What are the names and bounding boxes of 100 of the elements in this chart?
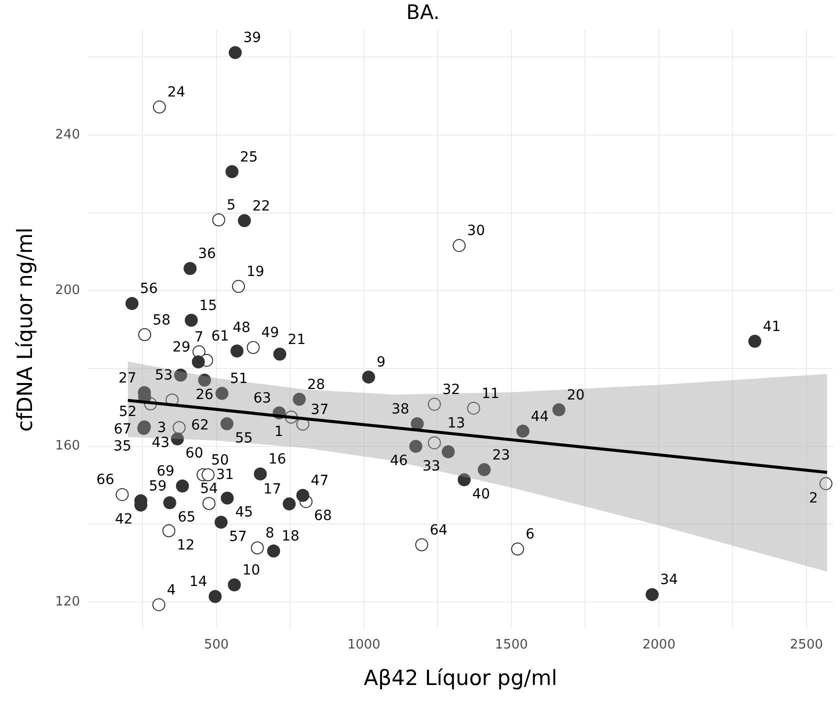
point [442, 445, 455, 458]
annotation: 42 [115, 512, 133, 528]
point [282, 497, 296, 510]
y-axis-title: cfDNA Líquor ng/ml [13, 228, 38, 432]
point [176, 480, 189, 493]
annotation: 31 [216, 466, 234, 483]
annotation: 29 [172, 340, 190, 356]
point [220, 492, 234, 505]
point [152, 100, 166, 114]
point [228, 46, 242, 60]
point [409, 440, 422, 453]
x-tick-label: 2500 [790, 637, 823, 652]
point [273, 348, 286, 361]
point [202, 497, 216, 510]
annotation: 61 [211, 328, 230, 345]
point [478, 463, 491, 476]
annotation: 45 [235, 504, 254, 521]
point [428, 436, 441, 450]
annotation: 36 [198, 246, 216, 262]
annotation: 53 [154, 367, 173, 384]
point [552, 403, 566, 416]
point [184, 262, 197, 276]
annotation: 28 [307, 376, 326, 393]
annotation: 48 [232, 320, 250, 336]
annotation: 67 [114, 422, 132, 438]
point [162, 524, 176, 538]
point [458, 473, 471, 486]
annotation: 1 [274, 424, 284, 440]
annotation: 58 [152, 312, 170, 328]
annotation: 5 [226, 198, 236, 214]
annotation: 68 [314, 508, 332, 524]
annotation: 62 [191, 418, 209, 434]
point [172, 421, 186, 434]
point [116, 488, 129, 502]
x-tick-label: 1000 [347, 637, 380, 652]
annotation: 51 [230, 371, 248, 388]
point [228, 578, 241, 592]
point [202, 468, 215, 482]
point [748, 334, 762, 348]
annotation: 32 [442, 382, 460, 398]
annotation: 54 [200, 481, 218, 498]
point [214, 516, 228, 529]
annotation: 19 [246, 264, 264, 280]
annotation: 35 [114, 438, 132, 455]
annotation: 24 [167, 84, 186, 101]
point [220, 417, 234, 430]
point [819, 477, 832, 490]
annotation: 27 [118, 370, 136, 386]
y-tick-label: 160 [55, 438, 80, 454]
point [230, 344, 244, 358]
y-tick-label: 240 [55, 127, 80, 142]
point [250, 541, 264, 554]
annotation: 9 [376, 354, 386, 371]
point [163, 496, 176, 510]
point [208, 590, 222, 604]
annotation: 63 [253, 390, 272, 407]
point [232, 280, 245, 293]
point [516, 424, 530, 438]
annotation: 69 [156, 464, 174, 480]
point [138, 328, 152, 342]
annotation: 18 [282, 528, 300, 545]
annotation: 47 [310, 472, 329, 489]
annotation: 43 [152, 435, 170, 452]
x-tick-label: 2000 [642, 637, 676, 652]
annotation: 55 [234, 430, 253, 446]
y-tick-label: 200 [55, 283, 80, 298]
point [428, 398, 441, 411]
annotation: 14 [189, 574, 208, 590]
point [511, 542, 524, 556]
point [192, 355, 205, 368]
annotation: 25 [240, 149, 258, 166]
annotation: 23 [492, 447, 510, 464]
point [410, 417, 424, 430]
annotation: 20 [566, 387, 585, 404]
annotation: 8 [265, 526, 274, 542]
annotation: 2 [809, 490, 818, 506]
point [362, 370, 376, 384]
point [292, 392, 306, 406]
point [198, 374, 212, 387]
chart-title: BA. [406, 0, 440, 24]
annotation: 16 [268, 452, 286, 468]
annotation: 10 [242, 562, 260, 578]
annotation: 41 [762, 318, 781, 335]
annotation: 66 [96, 472, 114, 488]
annotation: 12 [176, 537, 195, 554]
annotation: 57 [229, 528, 247, 545]
point [225, 165, 238, 178]
annotation: 11 [482, 386, 500, 402]
annotation: 65 [178, 509, 196, 526]
annotation: 22 [252, 198, 270, 214]
x-axis-title: Aβ42 Líquor pg/ml [364, 666, 558, 690]
annotation: 50 [211, 452, 229, 468]
annotation: 46 [390, 452, 408, 469]
point [170, 432, 184, 446]
annotation: 6 [526, 526, 535, 543]
x-tick-label: 500 [204, 637, 229, 652]
annotation: 56 [140, 281, 158, 298]
annotation: 15 [199, 298, 218, 314]
point [125, 297, 138, 310]
annotation: 60 [185, 446, 204, 462]
